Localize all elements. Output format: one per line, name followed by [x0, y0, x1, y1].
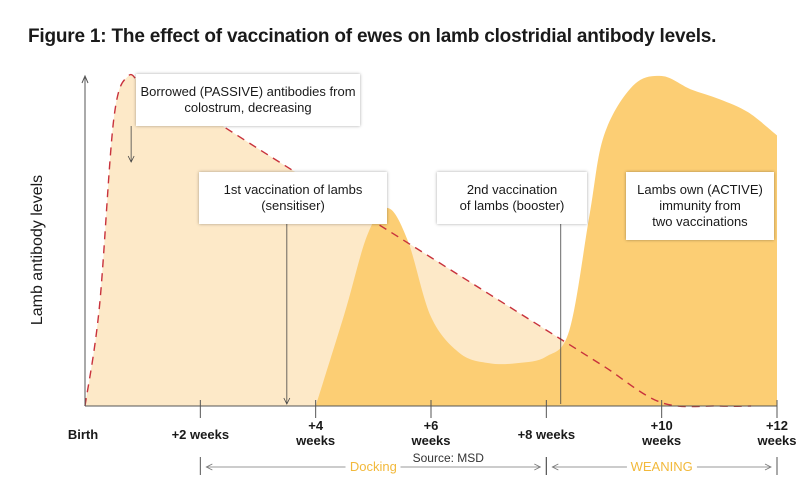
period-label: WEANING [626, 459, 697, 474]
passive-antibody-line [84, 73, 752, 408]
x-tick-label: Birth [67, 427, 99, 442]
period-arrow-left [551, 463, 559, 471]
area-layer [85, 74, 777, 407]
callout-text-line: Borrowed (PASSIVE) antibodies from [140, 84, 356, 99]
annotation-callout: 1st vaccination of lambs (sensitiser) [199, 172, 387, 224]
period-arrow-left [205, 463, 213, 471]
callout-text-line: of lambs (booster) [459, 198, 565, 213]
callout-pointer-arrow [127, 155, 135, 163]
active-immunity-area [315, 75, 777, 406]
callout-text-line: 2nd vaccination [466, 182, 558, 197]
line-layer [84, 73, 752, 408]
callout-text-line: immunity from [659, 198, 741, 213]
callout-text-line: Lambs own (ACTIVE) [637, 182, 763, 197]
annotation-callout: 2nd vaccination of lambs (booster) [437, 172, 587, 224]
callout-text-line: colostrum, decreasing [184, 100, 312, 115]
annotation-callout: Borrowed (PASSIVE) antibodies from colost… [136, 74, 360, 126]
x-tick-label: +12 weeks [757, 418, 797, 448]
x-tick-label: +4 weeks [296, 418, 336, 448]
x-tick-label: +8 weeks [517, 427, 576, 442]
y-axis-arrow [81, 74, 89, 84]
callout-text-line: two vaccinations [652, 214, 748, 229]
period-arrow-right [534, 463, 542, 471]
x-tick-label: +6 weeks [411, 418, 451, 448]
callout-text-line: 1st vaccination of lambs [223, 182, 363, 197]
callout-text-line: (sensitiser) [261, 198, 325, 213]
x-tick-label: +2 weeks [171, 427, 230, 442]
callout-pointer-arrow [283, 397, 291, 405]
period-label: Docking [345, 459, 401, 474]
passive-antibody-area [85, 74, 752, 407]
x-tick-label: +10 weeks [642, 418, 682, 448]
y-axis-label: Lamb antibody levels [29, 174, 46, 326]
source-note: Source: MSD [412, 451, 484, 465]
period-arrow-right [764, 463, 772, 471]
figure-title: Figure 1: The effect of vaccination of e… [28, 26, 717, 47]
annotation-callout: Lambs own (ACTIVE) immunity from two vacci… [626, 172, 774, 240]
